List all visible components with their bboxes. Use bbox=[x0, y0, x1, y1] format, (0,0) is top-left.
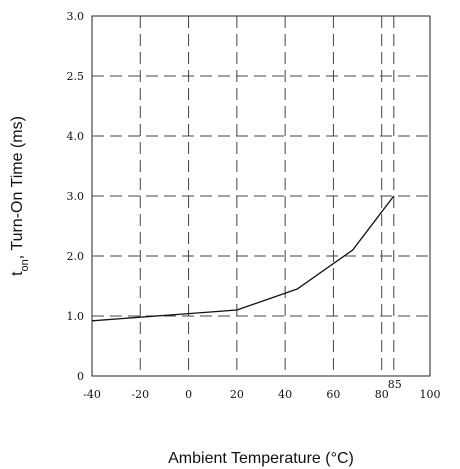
x-tick-label-0: -40 bbox=[83, 388, 101, 401]
x-tick-label-4: 40 bbox=[278, 388, 292, 401]
y-axis-title-sub: on bbox=[19, 259, 31, 271]
y-tick-label-5: 2.5 bbox=[67, 70, 85, 83]
x-tick-label-2: 0 bbox=[185, 388, 192, 401]
series-layer bbox=[91, 195, 395, 322]
y-tick-label-3: 3.0 bbox=[67, 190, 85, 203]
tick-labels: 0 1.0 2.0 3.0 4.0 2.5 3.0 -40 -20 0 20 40 60 80 100 85 bbox=[67, 10, 441, 401]
y-tick-label-6: 3.0 bbox=[67, 10, 85, 23]
x-tick-label-5: 60 bbox=[326, 388, 340, 401]
x-tick-label-1: -20 bbox=[131, 388, 149, 401]
x-tick-label-85: 85 bbox=[388, 378, 402, 391]
y-tick-label-1: 1.0 bbox=[67, 310, 85, 323]
y-axis-title-main: t bbox=[9, 271, 26, 276]
y-axis-title: ton, Turn-On Time (ms) bbox=[9, 116, 31, 276]
y-axis-title-rest: , Turn-On Time (ms) bbox=[9, 116, 26, 259]
series-line-0 bbox=[91, 195, 395, 322]
y-tick-label-0: 0 bbox=[77, 370, 84, 383]
grid-layer bbox=[92, 16, 430, 376]
y-tick-label-4: 4.0 bbox=[67, 130, 85, 143]
y-tick-label-2: 2.0 bbox=[67, 250, 85, 263]
x-tick-label-3: 20 bbox=[230, 388, 244, 401]
x-axis-title: Ambient Temperature (°C) bbox=[168, 450, 354, 467]
x-tick-label-6: 80 bbox=[375, 388, 389, 401]
x-tick-label-7: 100 bbox=[420, 388, 441, 401]
